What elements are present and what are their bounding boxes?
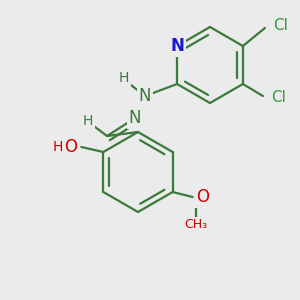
Text: N: N <box>139 87 151 105</box>
Text: H: H <box>119 71 129 85</box>
Text: N: N <box>170 37 184 55</box>
Text: H: H <box>83 114 93 128</box>
Text: Cl: Cl <box>271 91 286 106</box>
Text: H: H <box>53 140 63 154</box>
Text: O: O <box>196 188 208 206</box>
Text: Cl: Cl <box>273 19 288 34</box>
Text: O: O <box>64 138 77 156</box>
Text: N: N <box>129 109 141 127</box>
Text: CH₃: CH₃ <box>184 218 207 232</box>
